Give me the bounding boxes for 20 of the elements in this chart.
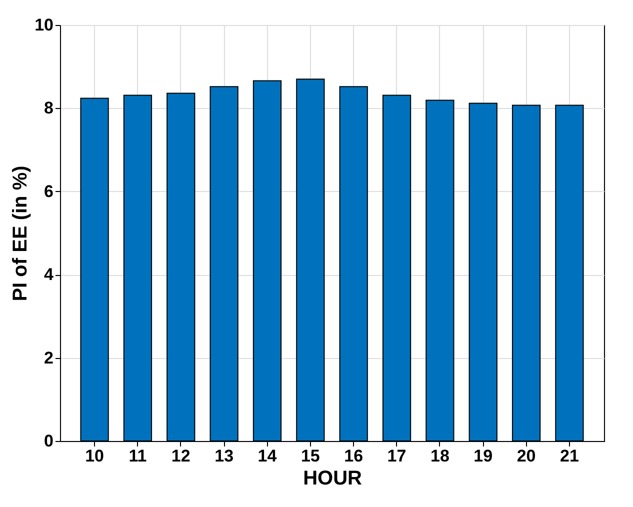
x-tick-label: 20 <box>516 446 536 466</box>
y-axis-title: PI of EE (in %) <box>10 166 32 302</box>
x-tick-label: 17 <box>387 446 406 466</box>
y-tick-label: 8 <box>44 98 54 118</box>
y-tick-label: 2 <box>44 348 54 368</box>
x-axis-title: HOUR <box>303 468 362 490</box>
x-tick-label: 19 <box>474 446 493 466</box>
y-tick-label: 0 <box>44 432 54 450</box>
y-tick-label: 4 <box>44 265 54 284</box>
x-tick-label: 16 <box>344 446 364 466</box>
x-tick-label: 11 <box>128 446 147 466</box>
y-tick-label: 6 <box>44 182 54 201</box>
x-tick-label: 21 <box>560 446 579 466</box>
x-tick-label: 14 <box>258 446 278 466</box>
x-tick-label: 13 <box>214 446 234 466</box>
x-tick-label: 15 <box>300 446 320 466</box>
x-tick-label: 10 <box>85 446 104 466</box>
y-tick-label: 10 <box>34 16 54 34</box>
x-tick-label: 18 <box>430 446 450 466</box>
x-tick-label: 12 <box>171 446 190 466</box>
